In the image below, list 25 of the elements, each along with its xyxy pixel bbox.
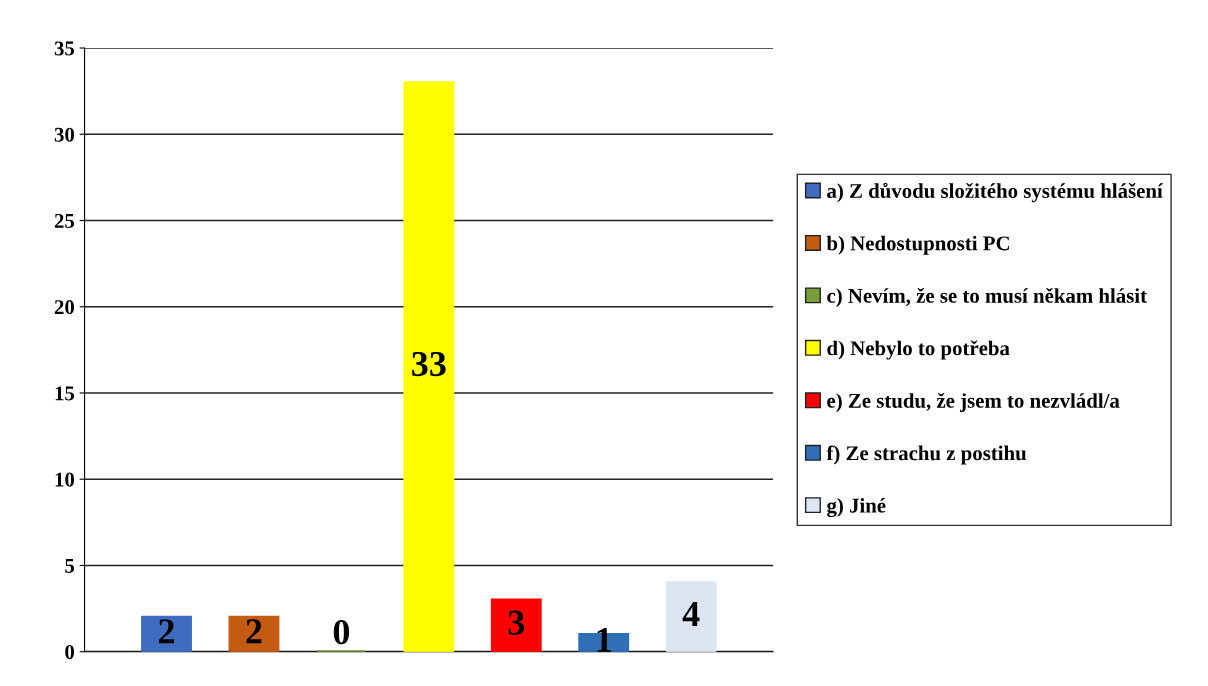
y-tick-label: 25 [54,213,75,228]
legend-label: d) Nebylo to potřeba [827,340,1010,360]
bar [403,81,455,652]
legend-label: g) Jiné [827,497,886,518]
data-label: 1 [597,627,611,652]
data-label: 4 [682,602,700,626]
data-label: 2 [159,619,175,644]
legend-label: b) Nedostupnosti PC [826,235,1009,255]
y-tick-label: 30 [54,127,75,142]
legend-label: e) Ze studu, že jsem to nezvládl/a [827,392,1120,413]
y-tick-label: 20 [54,300,75,315]
data-label: 33 [412,351,446,377]
data-label: 2 [246,619,262,644]
y-tick-label: 0 [65,645,75,660]
y-tick-label: 35 [54,41,75,56]
y-tick-label: 5 [65,559,75,573]
y-tick-label: 10 [55,472,75,487]
legend-label: f) Ze strachu z postihu [826,445,1027,465]
data-label: 0 [333,620,350,645]
legend-label: c) Nevím, že se to musí někam hlásit [827,287,1147,308]
bar [490,598,542,652]
bar [665,581,717,652]
data-label: 3 [508,610,525,635]
legend-label: a) Z důvodu složitého systému hlášení [827,182,1164,203]
y-tick-label: 15 [55,386,75,401]
